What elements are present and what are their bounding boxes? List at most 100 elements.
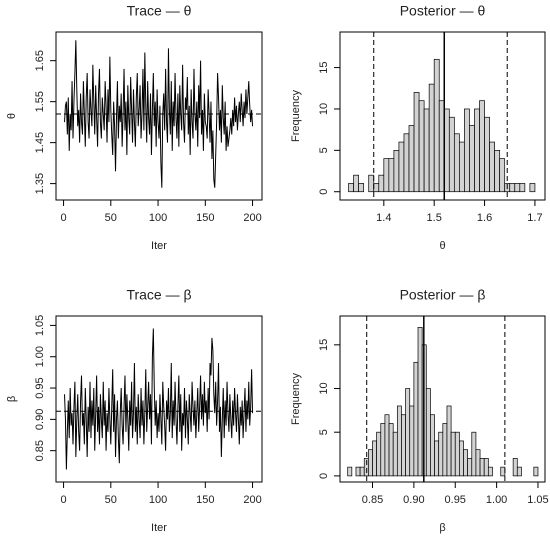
x-tick-label: 1.5	[427, 212, 442, 224]
histogram-bar	[459, 440, 464, 477]
y-tick-label: 10	[318, 382, 330, 394]
panel-title: Trace — β	[126, 287, 191, 303]
histogram-bar	[474, 108, 480, 193]
histogram-bar	[519, 183, 526, 193]
x-tick-label: 1.6	[477, 212, 492, 224]
histogram-bar	[450, 431, 456, 477]
histogram-bar	[409, 405, 415, 477]
histogram-bar	[358, 183, 365, 193]
histogram-bar	[425, 388, 431, 477]
histogram-bar	[408, 125, 415, 193]
y-tick-label: 1.00	[34, 346, 46, 367]
histogram-bar	[516, 466, 522, 477]
x-tick-label: 1.00	[486, 494, 507, 506]
y-tick-label: 1.65	[34, 50, 46, 71]
plot-frame	[339, 315, 546, 483]
histogram-bar	[459, 141, 465, 193]
histogram-bar	[489, 141, 495, 193]
histogram-bar	[401, 414, 406, 477]
histogram-bar	[494, 149, 501, 193]
panel-title: Posterior — θ	[400, 3, 486, 19]
x-tick-label: 1.05	[527, 494, 548, 506]
y-tick-label: 5	[318, 147, 330, 153]
x-tick-label: 50	[105, 494, 117, 506]
histogram-bar	[413, 92, 420, 193]
histogram-bar	[392, 431, 398, 477]
histogram-bar	[430, 414, 435, 477]
histogram-bar	[413, 361, 419, 477]
histogram-bar	[368, 449, 373, 477]
x-tick-label: 0.85	[362, 494, 383, 506]
panel: Trace — β Iter β 0 50 100 150 200 0.85 0.90 0.95 1.…	[6, 287, 263, 534]
histogram-bar	[433, 58, 440, 193]
x-tick-label: 200	[243, 212, 261, 224]
histogram-bar	[500, 466, 506, 477]
histogram-bar	[398, 141, 405, 193]
histogram-bar	[423, 108, 430, 193]
histogram-bar	[469, 125, 475, 193]
x-tick-label: 1.4	[376, 212, 391, 224]
trace-line	[64, 328, 254, 470]
x-tick-label: 150	[196, 494, 214, 506]
x-tick-label: 0.90	[403, 494, 424, 506]
histogram-bar	[376, 431, 382, 477]
y-axis-label: Frequency	[290, 373, 302, 425]
y-tick-label: 0.95	[34, 377, 46, 398]
histogram-bar	[359, 466, 365, 477]
histogram-bar	[512, 458, 518, 477]
histogram-bar	[453, 133, 460, 193]
x-tick-label: 100	[149, 494, 167, 506]
histogram-bar	[454, 431, 460, 477]
histogram-bar	[373, 183, 380, 193]
histogram-bar	[396, 405, 402, 477]
x-axis-label: Iter	[151, 522, 167, 534]
plot-frame	[339, 31, 546, 201]
histogram-bar	[479, 100, 485, 193]
y-tick-label: 1.45	[34, 132, 46, 153]
histogram-bar	[475, 449, 481, 477]
x-tick-label: 150	[196, 212, 214, 224]
y-tick-label: 0.90	[34, 409, 46, 430]
x-tick-label: 1.7	[527, 212, 542, 224]
histogram-bar	[446, 405, 452, 477]
histogram-bar	[464, 108, 470, 193]
y-tick-label: 0	[318, 473, 330, 479]
y-tick-label: 15	[318, 61, 330, 73]
y-tick-label: 1.05	[34, 315, 46, 336]
x-axis-label: θ	[439, 240, 445, 252]
histogram-bar	[438, 431, 444, 477]
histogram-bar	[388, 423, 394, 477]
panel-title: Trace — θ	[127, 3, 192, 19]
histogram-bar	[509, 183, 516, 193]
histogram-bar	[484, 116, 490, 193]
histogram-bar	[348, 183, 354, 193]
histogram-bar	[418, 100, 425, 193]
histogram-bar	[483, 458, 489, 477]
panel: Posterior — θ θ Frequency 1.4 1.5 1.6 1.7 0 5 10 1…	[290, 3, 546, 252]
y-axis-label: Frequency	[290, 90, 302, 142]
y-tick-label: 5	[318, 429, 330, 435]
histogram-bar	[463, 449, 468, 477]
x-tick-label: 50	[105, 212, 117, 224]
histogram-bar	[388, 158, 395, 193]
histogram-bar	[372, 440, 377, 477]
panel: Posterior — β β Frequency 0.85 0.90 0.95 1.00 1…	[290, 287, 549, 534]
histogram-bar	[384, 414, 390, 477]
x-axis-label: β	[439, 522, 445, 534]
x-tick-label: 0.95	[445, 494, 466, 506]
histogram-bar	[383, 158, 390, 193]
y-tick-label: 0	[318, 189, 330, 195]
histogram-bar	[428, 83, 435, 193]
panel-title: Posterior — β	[400, 287, 486, 303]
histogram-bar	[443, 108, 450, 193]
y-tick-label: 1.35	[34, 173, 46, 194]
histogram-bar	[529, 183, 536, 193]
y-axis-label: β	[6, 396, 18, 402]
histogram-bar	[393, 149, 400, 193]
histogram-bar	[378, 174, 385, 193]
x-tick-label: 100	[149, 212, 167, 224]
histogram-bar	[417, 327, 423, 477]
x-tick-label: 200	[243, 494, 261, 506]
histogram-bar	[347, 466, 353, 477]
